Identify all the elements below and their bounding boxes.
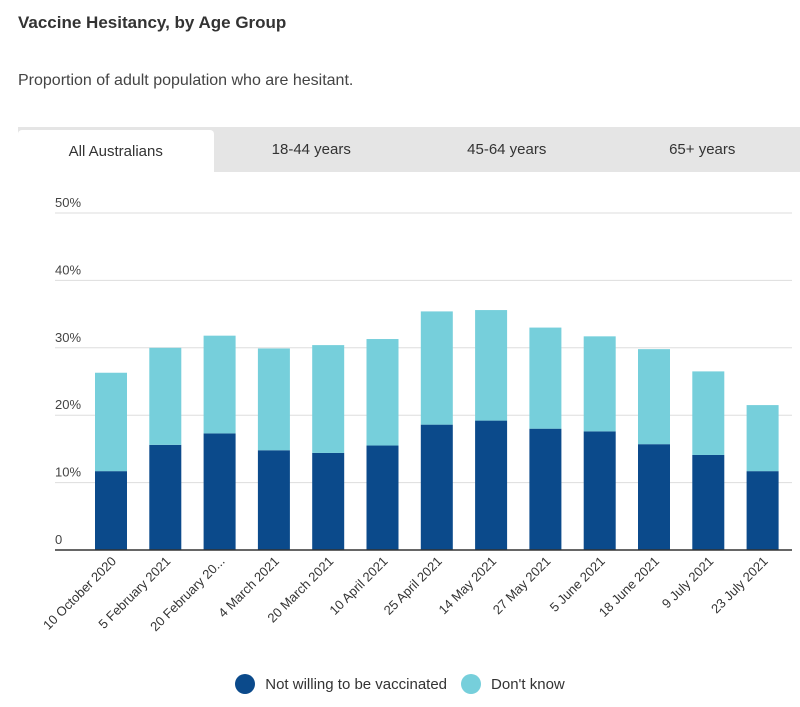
- bar-not-willing: [529, 428, 562, 550]
- tab-all-australians[interactable]: All Australians: [18, 130, 214, 172]
- legend-swatch-not-willing: [235, 674, 256, 694]
- bar-not-willing: [583, 431, 616, 550]
- bar-dont-know: [366, 339, 399, 446]
- bar-dont-know: [149, 347, 182, 445]
- bar-not-willing: [203, 433, 236, 550]
- bar-dont-know: [638, 349, 670, 445]
- y-tick-label: 0: [55, 532, 62, 547]
- y-tick-label: 50%: [55, 195, 81, 210]
- y-tick-label: 40%: [55, 262, 81, 277]
- bar-dont-know: [203, 335, 236, 434]
- chart-legend: Not willing to be vaccinated Don't know: [0, 674, 800, 694]
- bar-not-willing: [257, 450, 290, 550]
- bar-dont-know: [583, 336, 616, 432]
- bar-dont-know: [746, 405, 779, 472]
- bar-not-willing: [420, 424, 453, 550]
- y-tick-label: 20%: [55, 397, 81, 412]
- bar-not-willing: [475, 420, 508, 550]
- bar-not-willing: [149, 444, 182, 550]
- chart-title: Vaccine Hesitancy, by Age Group: [18, 13, 287, 32]
- bar-dont-know: [475, 310, 508, 421]
- y-tick-label: 10%: [55, 465, 81, 480]
- bar-not-willing: [95, 471, 127, 550]
- bar-dont-know: [312, 345, 345, 453]
- x-tick-label: 23 July 2021: [708, 554, 771, 617]
- x-tick-label: 9 July 2021: [659, 554, 717, 612]
- x-tick-label: 27 May 2021: [490, 554, 554, 618]
- bar-dont-know: [692, 371, 725, 455]
- legend-label-not-willing: Not willing to be vaccinated: [265, 675, 448, 693]
- age-group-tabs: All Australians 18-44 years 45-64 years …: [18, 127, 800, 172]
- legend-swatch-dont-know: [461, 674, 482, 694]
- legend-label-dont-know: Don't know: [491, 675, 565, 693]
- bar-dont-know: [529, 327, 562, 429]
- bar-dont-know: [257, 348, 290, 451]
- legend-item-dont-know[interactable]: Don't know: [461, 674, 565, 694]
- chart-subtitle: Proportion of adult population who are h…: [18, 72, 354, 89]
- bar-not-willing: [312, 452, 345, 550]
- y-tick-label: 30%: [55, 330, 81, 345]
- bar-not-willing: [746, 471, 779, 550]
- bar-not-willing: [366, 445, 399, 550]
- bar-not-willing: [638, 444, 670, 550]
- legend-item-not-willing[interactable]: Not willing to be vaccinated: [235, 674, 447, 694]
- bar-not-willing: [692, 454, 725, 550]
- x-tick-label: 25 April 2021: [381, 554, 445, 618]
- tab-18-44-years[interactable]: 18-44 years: [271, 141, 351, 158]
- bar-dont-know: [420, 311, 453, 425]
- tab-45-64-years[interactable]: 45-64 years: [467, 141, 547, 158]
- tab-65-plus-years[interactable]: 65+ years: [669, 141, 736, 158]
- bar-dont-know: [95, 372, 127, 472]
